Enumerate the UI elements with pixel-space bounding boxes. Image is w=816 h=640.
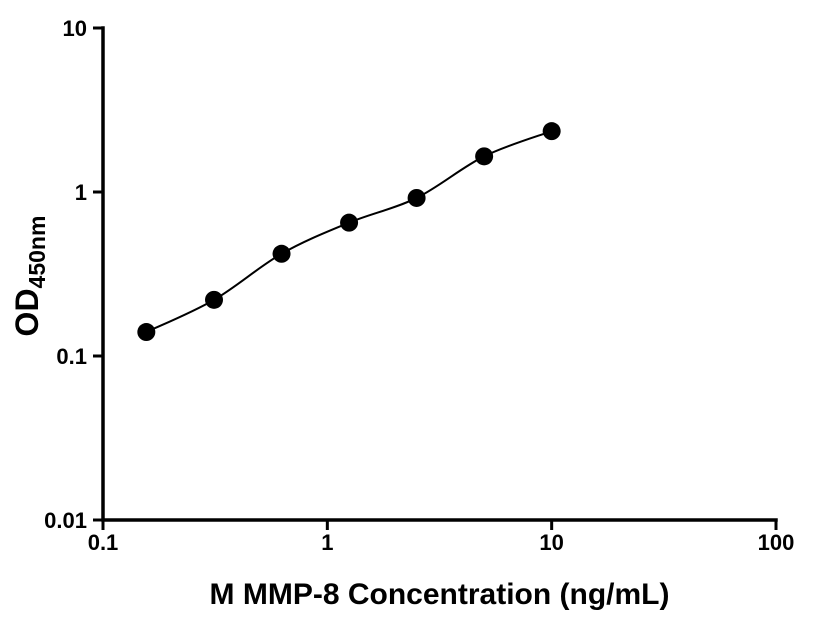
- data-point: [340, 213, 359, 232]
- y-axis-label-main: OD: [9, 288, 45, 337]
- axes-frame: [101, 26, 778, 522]
- x-tick-label: 10: [539, 530, 563, 555]
- x-axis-label: M MMP-8 Concentration (ng/mL): [209, 578, 670, 611]
- x-tick-label: 1: [321, 530, 333, 555]
- y-tick-label: 0.01: [44, 508, 87, 533]
- data-point: [475, 147, 494, 166]
- data-point: [137, 323, 156, 342]
- y-tick-label: 1: [75, 180, 87, 205]
- data-point: [272, 244, 291, 263]
- data-point: [407, 188, 426, 207]
- x-tick-label: 100: [758, 530, 795, 555]
- y-tick-label: 0.1: [56, 344, 87, 369]
- data-point: [205, 290, 224, 309]
- data-point: [542, 122, 561, 141]
- y-tick-label: 10: [63, 16, 87, 41]
- y-axis-label-subscript: 450nm: [24, 215, 50, 289]
- x-tick-label: 0.1: [88, 530, 119, 555]
- y-axis-label: OD450nm: [9, 216, 51, 337]
